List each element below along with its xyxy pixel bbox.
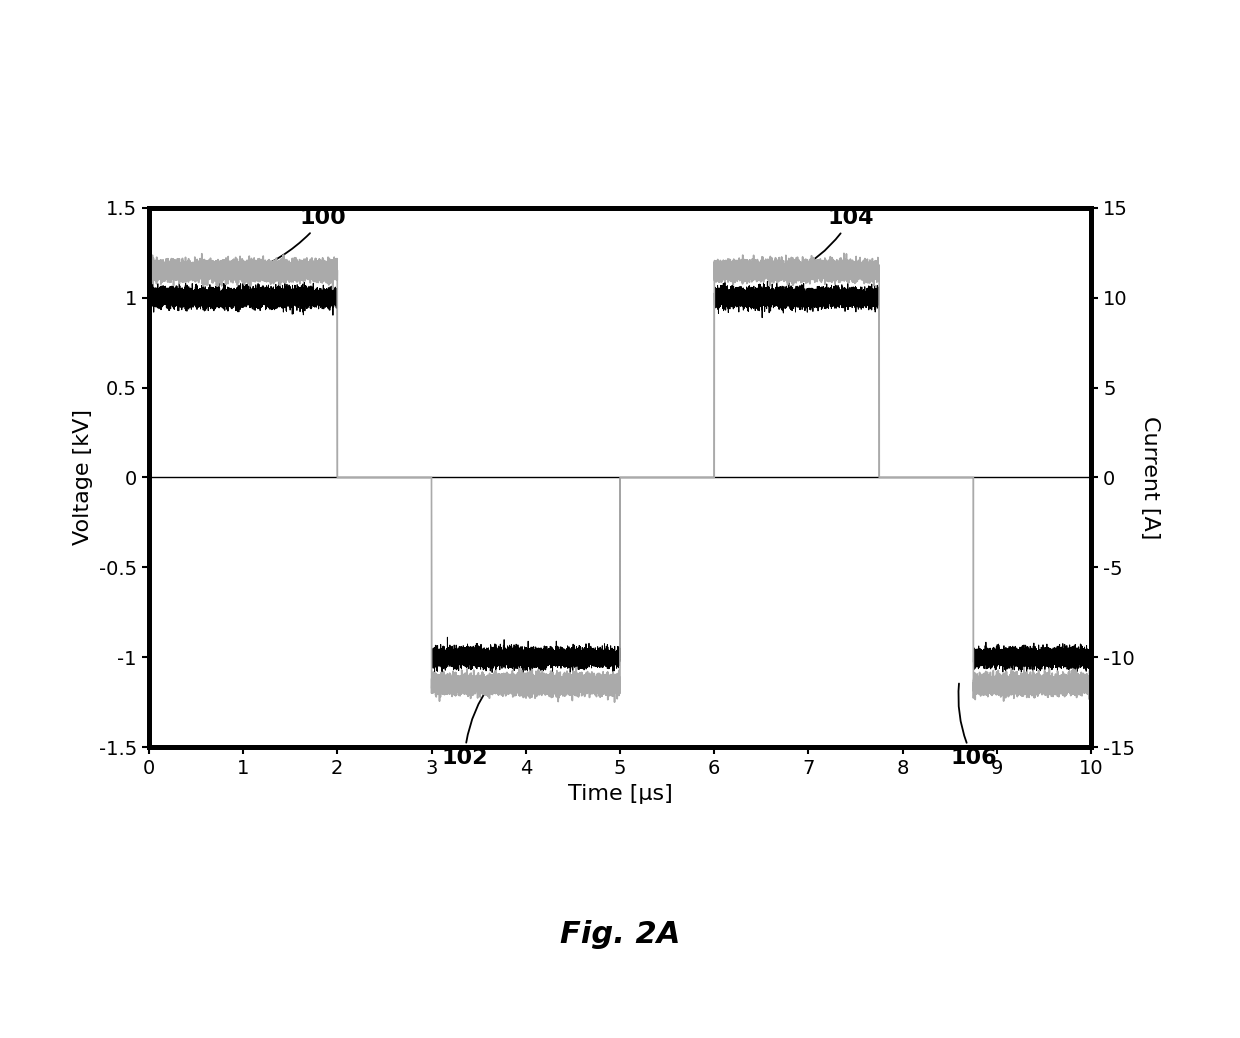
Text: 104: 104 [792, 209, 874, 273]
Text: 106: 106 [950, 684, 997, 768]
Text: 100: 100 [246, 209, 346, 273]
X-axis label: Time [μs]: Time [μs] [568, 784, 672, 803]
Y-axis label: Voltage [kV]: Voltage [kV] [73, 409, 93, 546]
Text: 102: 102 [441, 683, 491, 768]
Y-axis label: Current [A]: Current [A] [1140, 416, 1159, 539]
Text: Fig. 2A: Fig. 2A [559, 920, 681, 949]
